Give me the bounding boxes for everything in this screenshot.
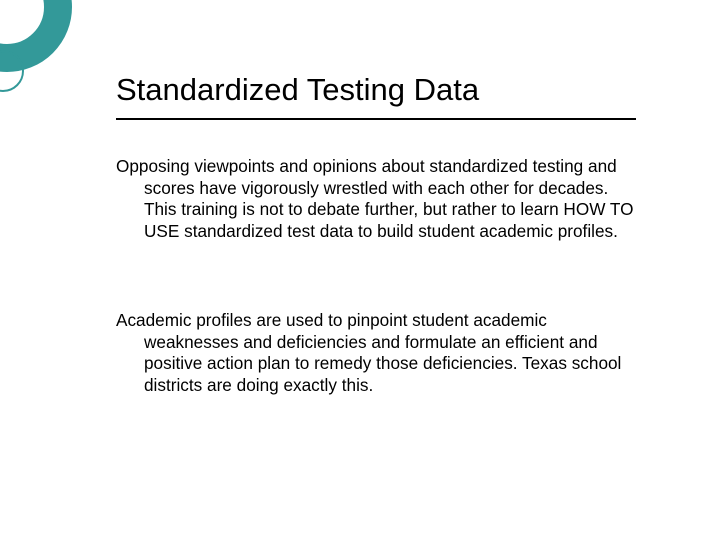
slide-title: Standardized Testing Data <box>116 72 479 108</box>
paragraph-text: Academic profiles are used to pinpoint s… <box>116 310 636 396</box>
title-underline <box>116 118 636 120</box>
paragraph-text: Opposing viewpoints and opinions about s… <box>116 156 636 242</box>
body-paragraph-1: Opposing viewpoints and opinions about s… <box>116 156 636 242</box>
body-paragraph-2: Academic profiles are used to pinpoint s… <box>116 310 636 396</box>
